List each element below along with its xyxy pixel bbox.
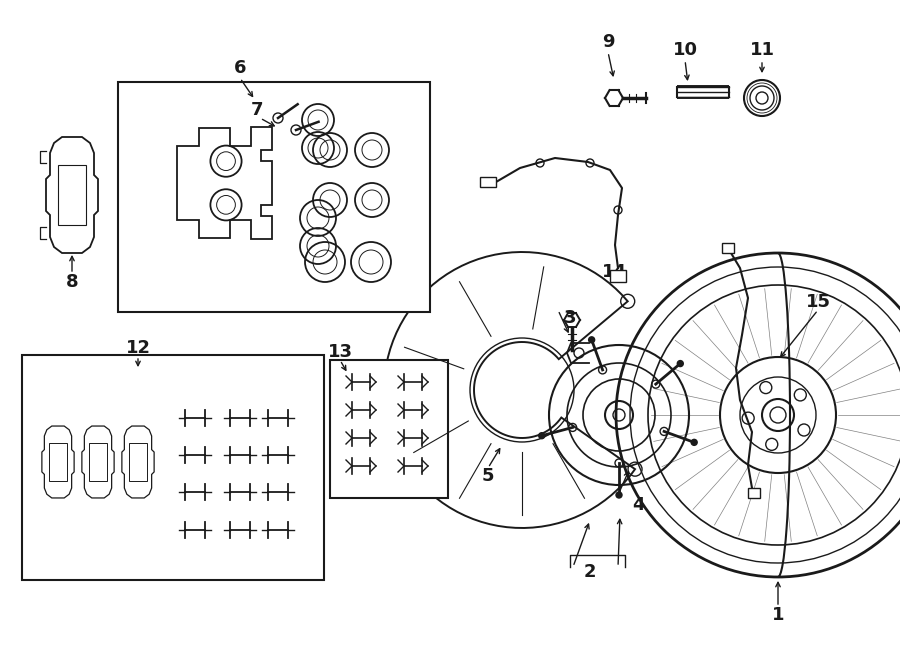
Text: 11: 11 [750,41,775,59]
Text: 12: 12 [125,339,150,357]
Text: 7: 7 [251,101,263,119]
Circle shape [589,337,595,343]
Bar [89,444,107,481]
Bar [118,82,430,312]
Circle shape [691,440,698,446]
Bar [330,360,448,498]
Text: 15: 15 [806,293,831,311]
Circle shape [616,492,622,498]
Bar [748,488,760,498]
Bar [722,243,734,253]
Text: 13: 13 [328,343,353,361]
Circle shape [539,433,544,439]
Bar [50,444,67,481]
Text: 8: 8 [66,273,78,291]
Text: 4: 4 [632,496,644,514]
Bar [610,270,626,282]
Text: 14: 14 [601,263,626,281]
Bar [22,355,324,580]
Bar [130,444,147,481]
Text: 10: 10 [672,41,698,59]
Text: 5: 5 [482,467,494,485]
Bar [58,165,86,225]
Text: 6: 6 [234,59,247,77]
Circle shape [678,361,683,367]
Text: 9: 9 [602,33,614,51]
Text: 3: 3 [563,309,576,327]
Text: 1: 1 [772,606,784,624]
Text: 2: 2 [584,563,596,581]
Bar [480,177,496,187]
